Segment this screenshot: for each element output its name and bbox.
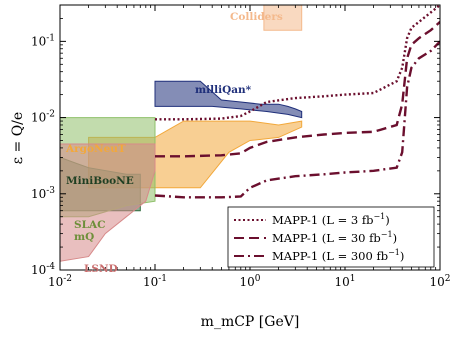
legend-entry-1: MAPP-1 (L = 30 fb−1) <box>272 230 397 245</box>
region-milliqan- <box>154 80 303 119</box>
x-axis-label: m_mCP [GeV] <box>201 314 300 330</box>
y-axis-label: ε = Q/e <box>10 112 26 164</box>
y-tick-label-0: 10-4 <box>31 262 55 277</box>
region-colliders <box>263 5 303 31</box>
region-label-slac-1: mQ <box>74 231 94 243</box>
region-label-colliders: Colliders <box>230 11 283 23</box>
region-labels: Colliders milliQan* ArgoNeuT MiniBooNE SLACm… <box>65 11 283 275</box>
y-tick-label-3: 10-1 <box>31 33 55 48</box>
region-label-lsnd: LSND <box>84 263 118 275</box>
legend-entry-0: MAPP-1 (L = 3 fb−1) <box>272 212 390 227</box>
series-lines <box>154 5 440 199</box>
region-label-argoneut: ArgoNeuT <box>65 143 126 155</box>
region-lsnd <box>60 143 156 262</box>
legend-entry-2: MAPP-1 (L = 300 fb−1) <box>272 248 404 263</box>
series-line-0 <box>155 5 440 121</box>
x-tick-label-0: 10-2 <box>48 274 72 289</box>
series-line-2 <box>154 40 440 199</box>
y-tick-label-1: 10-3 <box>31 186 55 201</box>
x-tick-label-4: 102 <box>429 274 450 289</box>
region-label-miniboone: MiniBooNE <box>66 175 134 187</box>
axis-ticks: 10-2 10-1 100 101 102 10-4 10-3 10-2 10-1 <box>31 5 451 289</box>
region-label-slac-0: SLAC <box>74 219 105 231</box>
excluded-regions <box>60 5 303 262</box>
legend: MAPP-1 (L = 3 fb−1) MAPP-1 (L = 30 fb−1) M… <box>227 206 435 268</box>
series-line-1 <box>155 21 440 158</box>
x-tick-label-3: 101 <box>334 274 355 289</box>
region-label-milliqan-: milliQan* <box>195 84 252 96</box>
y-tick-label-2: 10-2 <box>31 110 55 125</box>
x-tick-label-2: 100 <box>239 274 260 289</box>
x-tick-label-1: 10-1 <box>143 274 167 289</box>
